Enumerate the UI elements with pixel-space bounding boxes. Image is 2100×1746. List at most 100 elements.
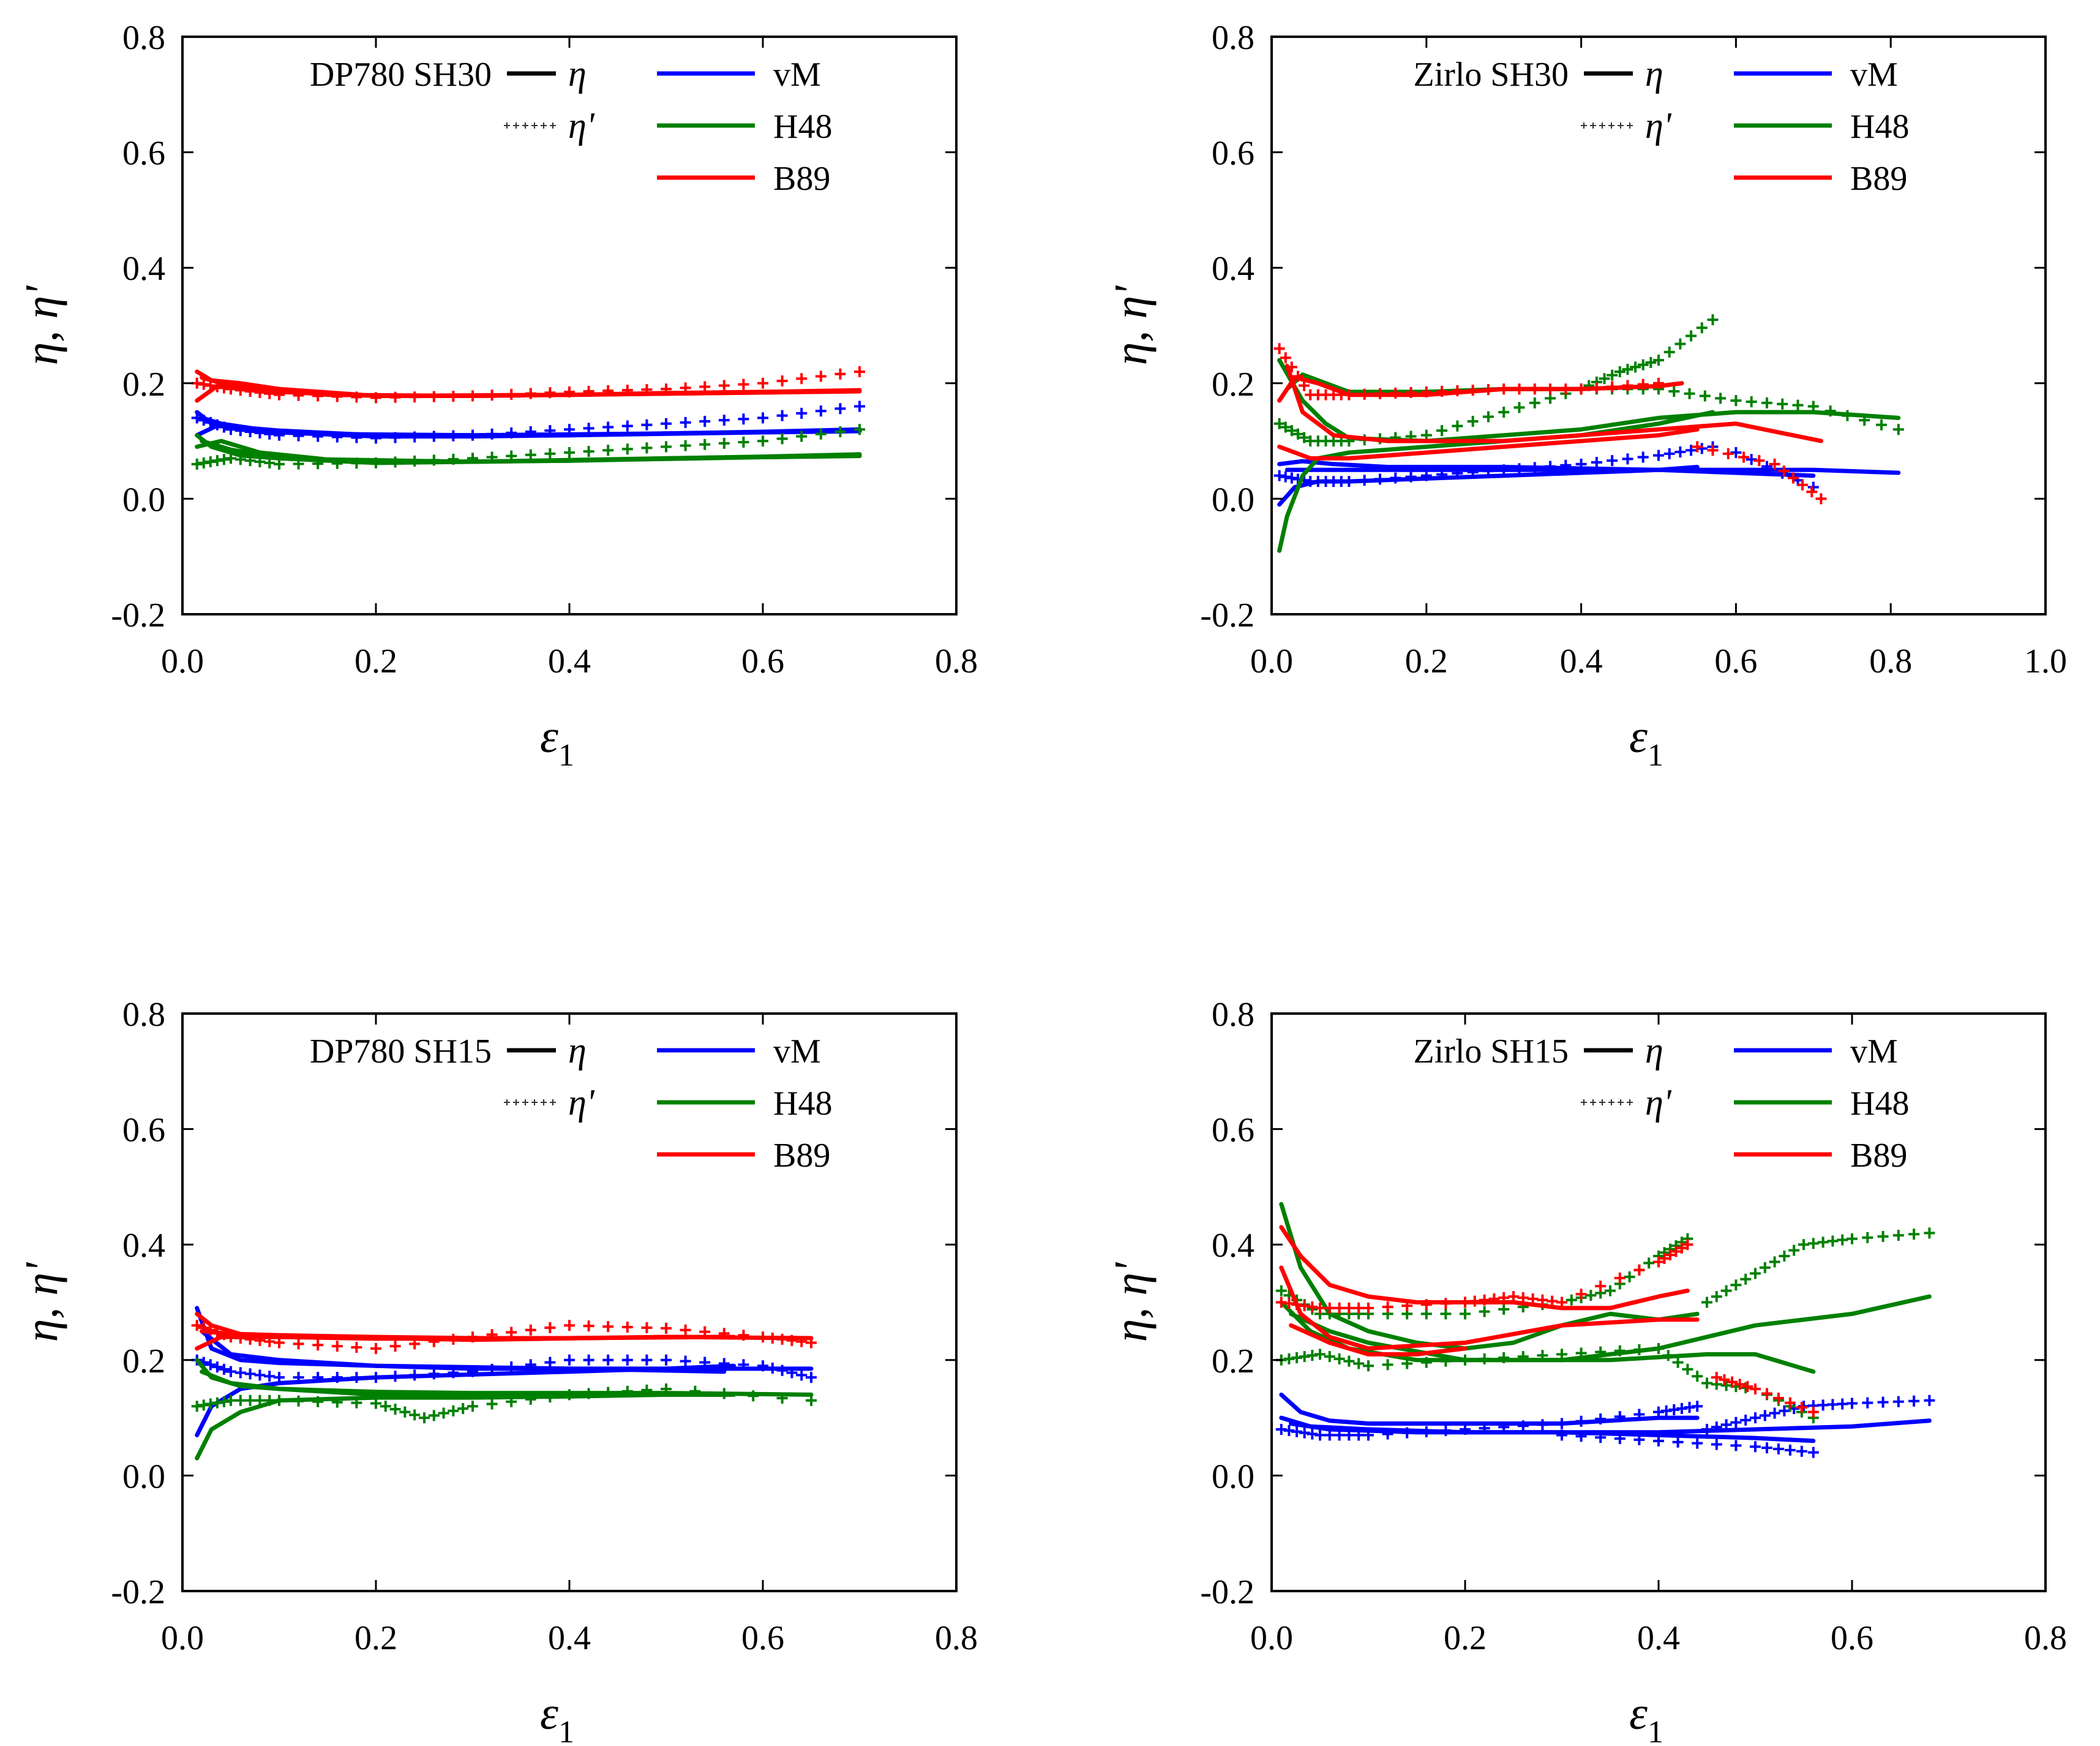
plus-marker	[1401, 1300, 1413, 1312]
plus-marker	[699, 381, 711, 393]
plus-marker	[225, 424, 236, 435]
plus-marker	[1630, 361, 1641, 373]
plus-marker	[1662, 1350, 1674, 1361]
plus-marker	[680, 440, 691, 451]
x-tick-label: 0.6	[1714, 642, 1757, 680]
plus-marker	[1727, 1376, 1738, 1388]
plus-marker	[522, 1099, 528, 1105]
plus-marker	[1730, 395, 1742, 407]
plus-marker	[621, 420, 633, 432]
plus-marker	[641, 1322, 653, 1333]
plus-marker	[1545, 393, 1556, 404]
plus-marker	[1682, 1239, 1693, 1251]
plus-marker	[1436, 425, 1448, 437]
plus-marker	[1892, 1230, 1904, 1241]
plus-marker	[399, 1406, 411, 1418]
plus-marker	[1390, 472, 1401, 484]
plus-marker	[1614, 1433, 1626, 1445]
x-tick-label: 0.2	[1444, 1619, 1487, 1657]
plus-marker	[1460, 1308, 1471, 1320]
plus-marker	[1401, 1427, 1413, 1439]
x-tick-label: 0.0	[1250, 1619, 1293, 1657]
plus-marker	[389, 1341, 401, 1352]
y-tick-label: 0.6	[122, 1112, 165, 1150]
plus-marker	[486, 1398, 498, 1410]
plus-marker	[602, 421, 614, 433]
plus-marker	[1796, 1402, 1807, 1413]
plus-marker	[1614, 1272, 1626, 1284]
plus-marker	[1363, 1429, 1374, 1441]
plus-marker	[1618, 1099, 1624, 1105]
plus-marker	[602, 445, 614, 456]
plus-marker	[1390, 387, 1401, 399]
plus-marker	[680, 382, 691, 394]
plus-marker	[1333, 1302, 1345, 1314]
plus-marker	[718, 1328, 730, 1339]
series-line-vm	[200, 1329, 727, 1374]
series-line-b89	[1279, 1265, 1700, 1351]
plus-marker	[409, 431, 421, 443]
series-line-b89	[1277, 427, 1700, 461]
plus-marker	[1595, 1281, 1607, 1292]
series-markers-b89	[1273, 343, 1664, 401]
plus-marker	[1633, 1344, 1645, 1355]
plus-marker	[1750, 1441, 1761, 1453]
plus-marker	[312, 1339, 324, 1351]
plus-marker	[1682, 1363, 1693, 1375]
plus-marker	[254, 427, 266, 438]
legend-eta-prime-label: η'	[568, 105, 595, 146]
plus-marker	[1924, 1394, 1935, 1406]
plus-marker	[1595, 1413, 1607, 1424]
plus-marker	[486, 451, 498, 463]
series-markers-b89	[191, 1320, 817, 1354]
plus-marker	[786, 1367, 798, 1379]
y-tick-label: 0.8	[1212, 19, 1254, 57]
plus-marker	[409, 1409, 421, 1421]
plus-marker	[1333, 1353, 1345, 1364]
plus-marker	[1420, 1308, 1432, 1320]
plus-marker	[1614, 1411, 1626, 1423]
plus-marker	[806, 1394, 817, 1406]
plus-marker	[1787, 472, 1799, 484]
plus-marker	[1545, 461, 1556, 472]
plus-marker	[409, 455, 421, 467]
plus-marker	[1892, 424, 1904, 435]
plus-marker	[1590, 122, 1596, 129]
plus-marker	[1759, 1410, 1771, 1421]
plus-marker	[786, 1334, 798, 1346]
plus-marker	[1440, 1355, 1452, 1367]
plus-marker	[1627, 122, 1633, 129]
plus-marker	[583, 446, 594, 457]
plus-marker	[351, 1397, 362, 1409]
plus-marker	[1734, 1379, 1746, 1390]
plus-marker	[1659, 1252, 1670, 1264]
plus-marker	[541, 1099, 547, 1105]
plus-marker	[748, 1390, 759, 1402]
plus-marker	[506, 1396, 517, 1407]
plus-marker	[757, 377, 768, 389]
plus-marker	[351, 432, 362, 443]
legend-dotted-swatch	[504, 122, 556, 129]
plus-marker	[225, 453, 236, 464]
plot-area	[1273, 314, 1904, 553]
plus-marker	[661, 418, 672, 429]
y-axis-title: η, η'	[1105, 285, 1157, 365]
plus-marker	[1837, 1234, 1848, 1246]
plus-marker	[428, 431, 440, 442]
legend-title: DP780 SH30	[310, 56, 492, 94]
plus-marker	[661, 441, 672, 453]
plus-marker	[351, 391, 362, 403]
plus-marker	[1343, 389, 1355, 401]
plus-marker	[1513, 463, 1525, 475]
plus-marker	[218, 421, 230, 433]
plus-marker	[1374, 388, 1386, 399]
plus-marker	[1343, 1429, 1355, 1441]
x-tick-label: 0.6	[741, 642, 784, 680]
plus-marker	[1581, 1099, 1587, 1105]
plus-marker	[244, 1333, 256, 1345]
plus-marker	[467, 1401, 478, 1412]
plus-marker	[1842, 410, 1853, 421]
plus-marker	[1807, 1238, 1819, 1249]
plus-marker	[1779, 1405, 1790, 1417]
plus-marker	[1653, 1342, 1664, 1354]
